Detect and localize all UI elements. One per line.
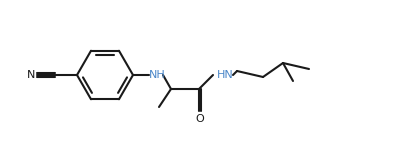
Text: O: O	[195, 114, 204, 124]
Text: NH: NH	[148, 70, 165, 80]
Text: N: N	[27, 70, 35, 80]
Text: HN: HN	[216, 70, 233, 80]
